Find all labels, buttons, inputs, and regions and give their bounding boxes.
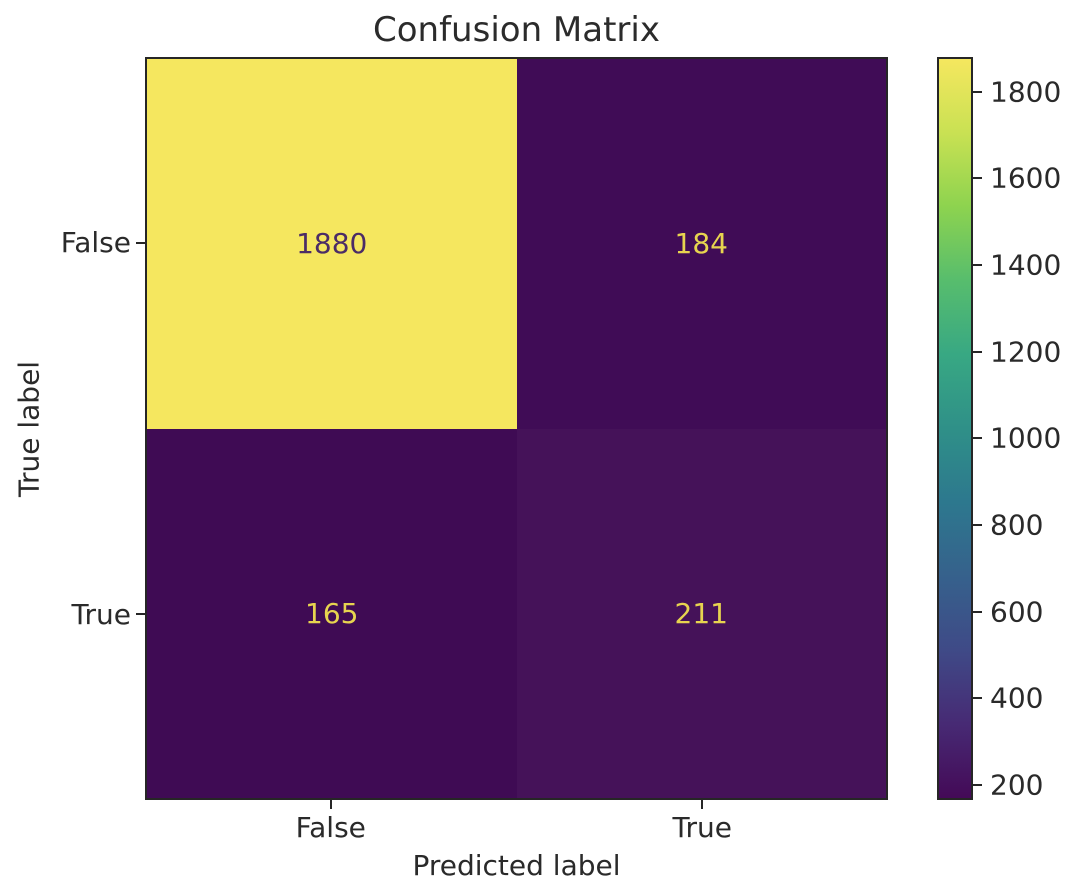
colorbar-tick-label: 600 <box>990 595 1044 629</box>
x-tick-label: False <box>295 811 366 844</box>
y-tick-label: True <box>71 597 131 631</box>
colorbar-tick-mark <box>973 350 982 353</box>
colorbar <box>937 57 973 800</box>
chart-title: Confusion Matrix <box>373 10 660 50</box>
y-tick-mark <box>136 241 145 244</box>
colorbar-tick-mark <box>973 177 982 180</box>
y-axis-tick-labels: False True <box>0 57 131 800</box>
x-axis-label: Predicted label <box>412 849 621 882</box>
y-tick-label: False <box>60 226 131 260</box>
colorbar-tick-mark <box>973 523 982 526</box>
colorbar-tick-label: 800 <box>990 508 1044 542</box>
y-tick-mark <box>136 613 145 616</box>
x-tick-mark <box>701 800 704 809</box>
heatmap-cell: 165 <box>147 428 517 798</box>
heatmap-cell: 1880 <box>147 59 517 429</box>
colorbar-tick-mark <box>973 610 982 613</box>
x-axis-tick-marks <box>145 800 888 809</box>
colorbar-tick-label: 1000 <box>990 421 1062 455</box>
colorbar-tick-mark <box>973 90 982 93</box>
colorbar-tick-label: 400 <box>990 681 1044 715</box>
colorbar-tick-mark <box>973 263 982 266</box>
x-tick-mark <box>329 800 332 809</box>
colorbar-tick-label: 1800 <box>990 75 1062 109</box>
x-tick-label: True <box>672 811 732 844</box>
colorbar-tick-mark <box>973 783 982 786</box>
colorbar-tick-label: 200 <box>990 768 1044 802</box>
x-axis-tick-labels: False True <box>145 811 888 844</box>
heatmap-cell: 211 <box>516 428 886 798</box>
heatmap-cell: 184 <box>516 59 886 429</box>
colorbar-tick-label: 1600 <box>990 161 1062 195</box>
colorbar-tick-label: 1400 <box>990 248 1062 282</box>
colorbar-tick-mark <box>973 437 982 440</box>
heatmap-grid: 1880 184 165 211 <box>145 57 888 800</box>
colorbar-tick-mark <box>973 697 982 700</box>
colorbar-tick-label: 1200 <box>990 335 1062 369</box>
colorbar-ticks: 200 400 600 800 1000 1200 1400 1600 1800 <box>973 57 1078 802</box>
y-axis-tick-marks <box>136 57 145 800</box>
